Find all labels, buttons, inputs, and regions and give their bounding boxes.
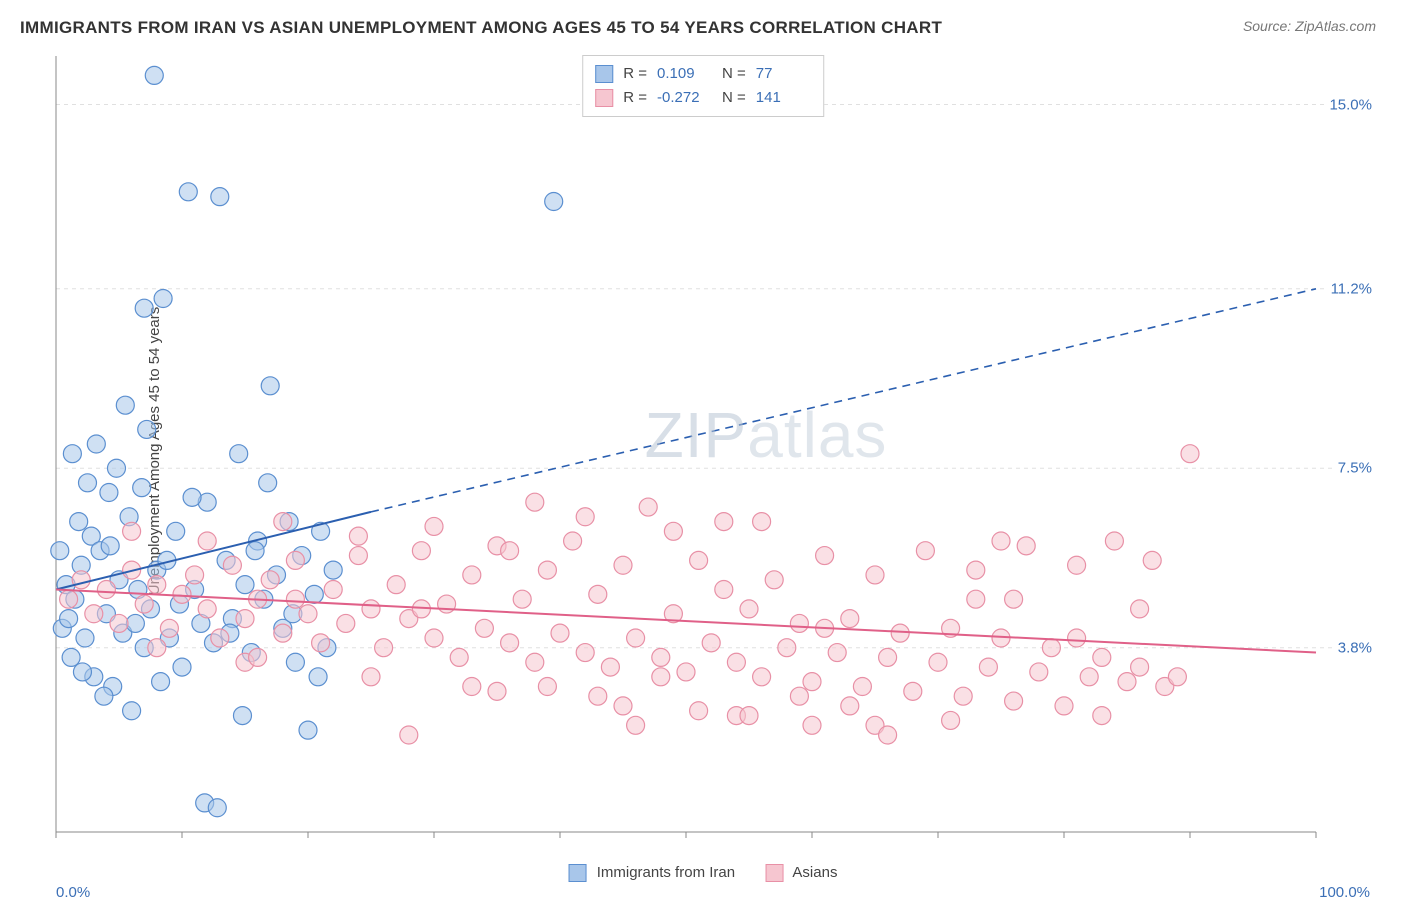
plot-area: Unemployment Among Ages 45 to 54 years Z… <box>50 50 1376 852</box>
scatter-plot-svg <box>50 50 1376 852</box>
swatch-asians-icon <box>765 864 783 882</box>
swatch-asians <box>595 89 613 107</box>
legend-label-iran: Immigrants from Iran <box>597 864 735 881</box>
y-tick-label: 7.5% <box>1334 460 1376 477</box>
y-tick-label: 3.8% <box>1334 639 1376 656</box>
swatch-iran-icon <box>569 864 587 882</box>
legend-row-iran: R = 0.109 N = 77 <box>595 62 811 86</box>
n-value-asians: 141 <box>756 86 811 110</box>
r-value-asians: -0.272 <box>657 86 712 110</box>
legend-item-asians: Asians <box>765 864 837 882</box>
y-tick-label: 15.0% <box>1325 96 1376 113</box>
r-value-iran: 0.109 <box>657 62 712 86</box>
n-value-iran: 77 <box>756 62 811 86</box>
x-max-label: 100.0% <box>1319 884 1370 901</box>
legend-row-asians: R = -0.272 N = 141 <box>595 86 811 110</box>
series-legend: Immigrants from Iran Asians <box>569 864 838 882</box>
chart-title: IMMIGRANTS FROM IRAN VS ASIAN UNEMPLOYME… <box>20 18 942 37</box>
y-tick-label: 11.2% <box>1327 280 1376 297</box>
correlation-legend: R = 0.109 N = 77 R = -0.272 N = 141 <box>582 55 824 117</box>
legend-item-iran: Immigrants from Iran <box>569 864 736 882</box>
source-attribution: Source: ZipAtlas.com <box>1243 18 1376 34</box>
legend-label-asians: Asians <box>792 864 837 881</box>
swatch-iran <box>595 65 613 83</box>
x-min-label: 0.0% <box>56 884 90 901</box>
